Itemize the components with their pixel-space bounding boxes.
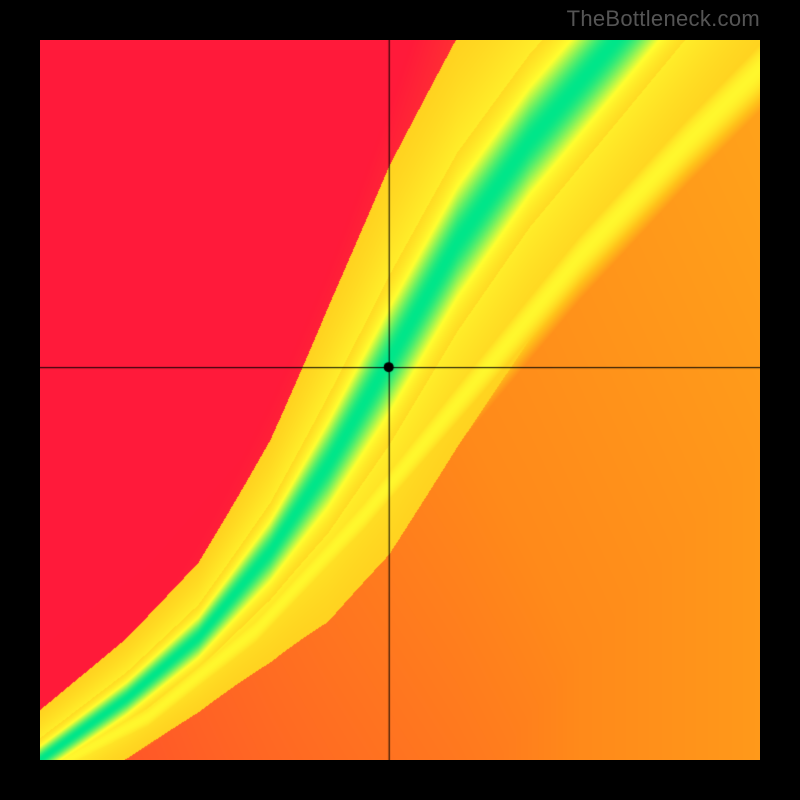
watermark-text: TheBottleneck.com xyxy=(567,6,760,32)
heatmap-plot xyxy=(40,40,760,760)
chart-container: TheBottleneck.com xyxy=(0,0,800,800)
heatmap-canvas xyxy=(40,40,760,760)
